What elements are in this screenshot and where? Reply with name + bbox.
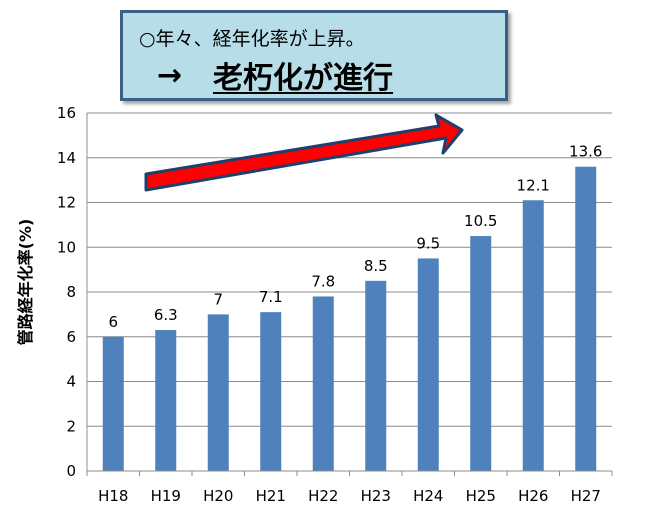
axes <box>86 113 613 476</box>
data-label: 6 <box>108 313 118 331</box>
x-tick-label: H25 <box>466 487 496 505</box>
data-label: 7 <box>213 290 223 308</box>
data-label: 10.5 <box>464 212 497 230</box>
bar-h20 <box>207 314 229 471</box>
callout-box: ○年々、経年化率が上昇。 → 老朽化が進行 <box>120 10 508 101</box>
x-tick-label: H26 <box>518 487 548 505</box>
bar-h18 <box>102 336 124 471</box>
bar-h22 <box>312 296 334 471</box>
x-tick-label: H19 <box>151 487 181 505</box>
x-tick-label: H18 <box>98 487 128 505</box>
y-tick-label: 4 <box>66 373 76 391</box>
x-tick-label: H24 <box>413 487 443 505</box>
y-tick-label: 0 <box>66 462 76 480</box>
x-tick-label: H20 <box>203 487 233 505</box>
data-label: 6.3 <box>154 306 178 324</box>
trend-arrow <box>144 113 464 192</box>
tick-labels: 0 2 4 6 8 10 12 14 16 H18 H19 H20 H21 H22 H23 H24 H25 H26… <box>57 104 601 505</box>
y-tick-label: 2 <box>66 417 76 435</box>
data-label: 8.5 <box>364 257 388 275</box>
data-label: 9.5 <box>416 234 440 252</box>
bar-h25 <box>470 236 492 471</box>
bars <box>102 166 597 471</box>
callout-line2: → 老朽化が進行 <box>157 53 393 97</box>
y-axis-title: 管路経年化率(%) <box>16 218 35 346</box>
data-label: 13.6 <box>569 143 602 161</box>
bar-h21 <box>260 312 282 471</box>
y-tick-label: 16 <box>57 104 76 122</box>
x-tick-label: H27 <box>571 487 601 505</box>
data-label: 7.1 <box>259 288 283 306</box>
x-tick-label: H22 <box>308 487 338 505</box>
y-tick-label: 12 <box>57 194 76 212</box>
callout-line1: ○年々、経年化率が上昇。 <box>139 28 365 50</box>
y-tick-label: 10 <box>57 238 76 256</box>
bar-h23 <box>365 280 387 471</box>
bar-h26 <box>522 200 544 471</box>
trend-arrow-icon <box>144 113 464 192</box>
right-arrow-icon: → <box>157 57 183 93</box>
data-label: 12.1 <box>517 176 550 194</box>
data-labels: 6 6.3 7 7.1 7.8 8.5 9.5 10.5 12.1 13.6 <box>108 143 602 331</box>
x-tick-label: H21 <box>256 487 286 505</box>
callout-headline: 老朽化が進行 <box>213 61 393 96</box>
y-tick-label: 14 <box>57 149 76 167</box>
y-tick-label: 8 <box>66 283 76 301</box>
data-label: 7.8 <box>311 272 335 290</box>
y-tick-label: 6 <box>66 328 76 346</box>
x-tick-label: H23 <box>361 487 391 505</box>
bar-h19 <box>155 330 177 471</box>
bar-h24 <box>417 258 439 471</box>
bar-h27 <box>575 166 597 471</box>
